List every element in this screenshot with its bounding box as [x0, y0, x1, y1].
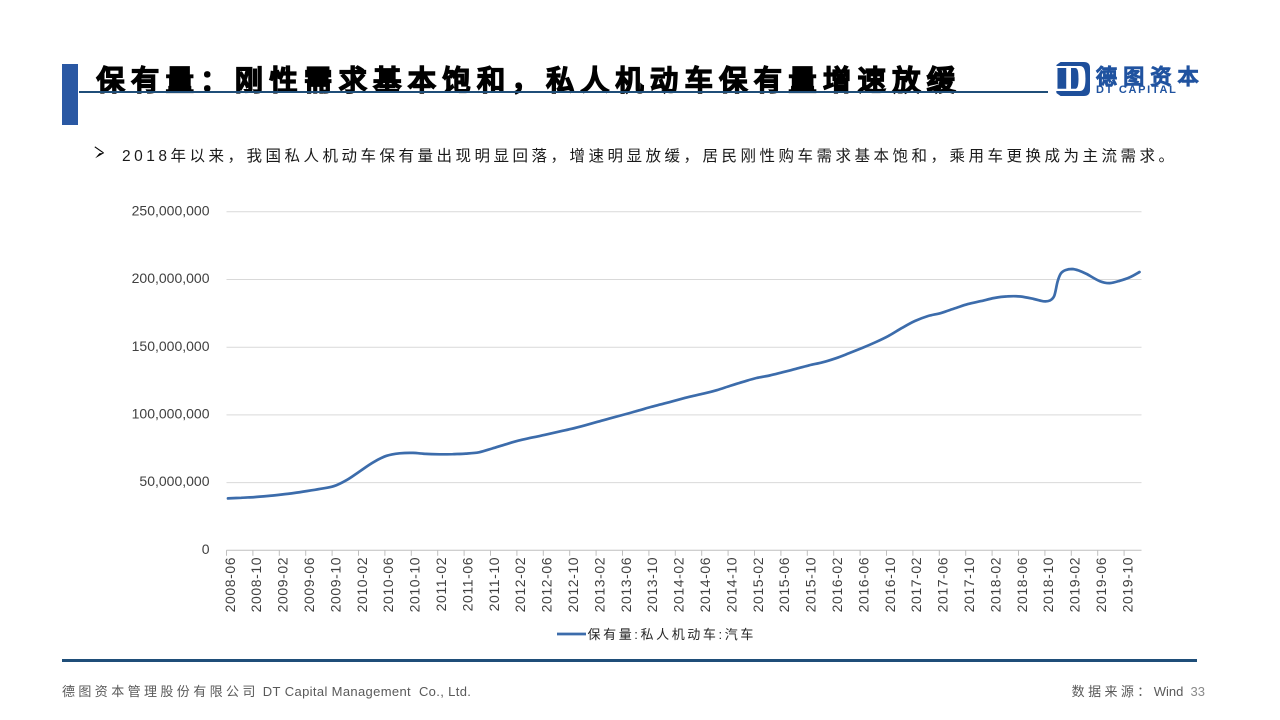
svg-text:2019-02: 2019-02 — [1067, 557, 1083, 613]
svg-text:2009-06: 2009-06 — [301, 557, 317, 613]
svg-text:200,000,000: 200,000,000 — [132, 270, 210, 286]
svg-text:2010-02: 2010-02 — [354, 557, 370, 613]
svg-text:2017-02: 2017-02 — [908, 557, 924, 613]
svg-text:2017-10: 2017-10 — [961, 557, 977, 613]
svg-text:2015-06: 2015-06 — [776, 557, 792, 613]
svg-text:2008-06: 2008-06 — [222, 557, 238, 613]
svg-text:2011-10: 2011-10 — [486, 557, 502, 612]
svg-text:2014-02: 2014-02 — [671, 557, 687, 613]
svg-text:2019-10: 2019-10 — [1119, 557, 1135, 613]
svg-text:100,000,000: 100,000,000 — [132, 406, 210, 422]
svg-text:2019-06: 2019-06 — [1093, 557, 1109, 613]
svg-text:2013-06: 2013-06 — [618, 557, 634, 613]
svg-text:2011-02: 2011-02 — [433, 557, 449, 612]
svg-text:2015-10: 2015-10 — [803, 557, 819, 613]
svg-text:50,000,000: 50,000,000 — [139, 473, 209, 489]
svg-text:2014-10: 2014-10 — [723, 557, 739, 613]
svg-text:2013-02: 2013-02 — [591, 557, 607, 613]
svg-text:2017-06: 2017-06 — [935, 557, 951, 613]
svg-text:2009-02: 2009-02 — [275, 557, 291, 613]
svg-text:2008-10: 2008-10 — [248, 557, 264, 613]
svg-text:2009-10: 2009-10 — [327, 557, 343, 613]
svg-text:2018-10: 2018-10 — [1040, 557, 1056, 613]
svg-text:2012-06: 2012-06 — [539, 557, 555, 613]
svg-text:2012-02: 2012-02 — [512, 557, 528, 613]
svg-text:2012-10: 2012-10 — [565, 557, 581, 613]
svg-text:2013-10: 2013-10 — [644, 557, 660, 613]
svg-text:2010-10: 2010-10 — [407, 557, 423, 613]
svg-text:2016-10: 2016-10 — [882, 557, 898, 613]
svg-text:2010-06: 2010-06 — [380, 557, 396, 613]
svg-text:2014-06: 2014-06 — [697, 557, 713, 613]
svg-text:250,000,000: 250,000,000 — [132, 202, 210, 218]
svg-text:2016-06: 2016-06 — [855, 557, 871, 613]
svg-text:2016-02: 2016-02 — [829, 557, 845, 613]
svg-text:保有量:私人机动车:汽车: 保有量:私人机动车:汽车 — [588, 627, 756, 642]
svg-text:0: 0 — [202, 541, 210, 557]
svg-text:150,000,000: 150,000,000 — [132, 338, 210, 354]
svg-text:2015-02: 2015-02 — [750, 557, 766, 613]
svg-text:2018-02: 2018-02 — [987, 557, 1003, 613]
svg-text:2018-06: 2018-06 — [1014, 557, 1030, 613]
svg-text:2011-06: 2011-06 — [459, 557, 475, 612]
